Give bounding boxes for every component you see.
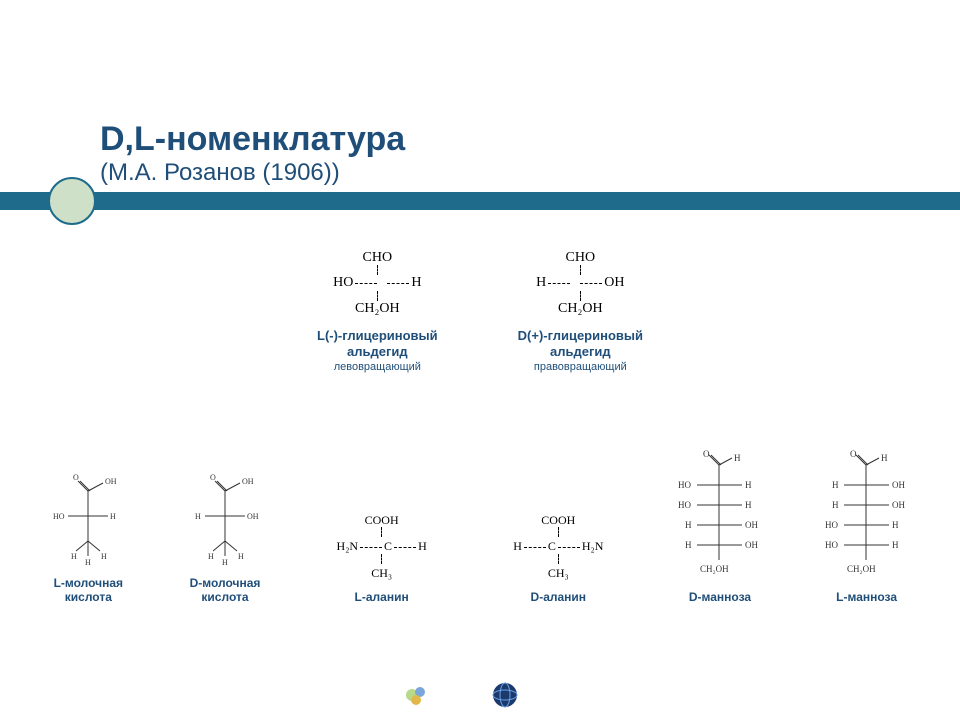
svg-text:O: O [210, 473, 216, 482]
accent-dot [48, 177, 96, 225]
svg-text:H: H [208, 552, 214, 561]
bottom: CH₃ [513, 567, 603, 580]
svg-text:O: O [73, 473, 79, 482]
svg-text:H: H [892, 540, 899, 550]
globe-icon [490, 680, 520, 710]
svg-text:H: H [222, 558, 228, 566]
svg-text:H: H [685, 520, 692, 530]
molecules-row: O OH HO H H H H L-молочнаякислота [0, 450, 960, 604]
svg-text:HO: HO [825, 520, 838, 530]
bottom-group: CH₂OH [558, 301, 603, 316]
svg-text:H: H [195, 512, 201, 521]
svg-text:OH: OH [892, 500, 905, 510]
alanine-structure: COOH H₂N C H CH₃ [337, 514, 427, 580]
svg-text:HO: HO [678, 500, 691, 510]
bond-horizontal [548, 283, 570, 284]
svg-text:H: H [685, 540, 692, 550]
mannose-structure-icon: O H HOH HOH HOH HOH CH₂OH [672, 450, 767, 580]
svg-text:OH: OH [745, 540, 758, 550]
top: COOH [513, 514, 603, 527]
bond-vertical [377, 291, 378, 301]
l-lactic-acid: O OH HO H H H H L-молочнаякислота [33, 471, 143, 605]
slide-title: D,L-номенклатура (М.А. Розанов (1906)) [100, 120, 405, 187]
caption-sub: правовращающий [534, 361, 627, 373]
svg-text:OH: OH [892, 480, 905, 490]
caption: D(+)-глицериновый альдегид [518, 328, 643, 359]
svg-text:H: H [85, 558, 91, 566]
svg-text:HO: HO [678, 480, 691, 490]
svg-text:HO: HO [53, 512, 65, 521]
svg-text:H: H [101, 552, 107, 561]
svg-text:H: H [71, 552, 77, 561]
label: D-молочнаякислота [190, 576, 261, 605]
svg-text:O: O [850, 450, 857, 459]
top: COOH [337, 514, 427, 527]
mid-row: HO H [333, 275, 421, 290]
bond-vertical [580, 265, 581, 275]
bottom-group: CH₂OH [355, 301, 400, 316]
svg-text:H: H [745, 500, 752, 510]
d-lactic-acid: O OH H OH H H H D-молочнаякислота [170, 471, 280, 605]
svg-text:OH: OH [105, 477, 117, 486]
right-sub: OH [604, 275, 624, 290]
svg-text:H: H [110, 512, 116, 521]
lactic-structure-icon: O OH H OH H H H [185, 471, 265, 566]
left-sub: H [536, 275, 546, 290]
svg-text:H: H [832, 480, 839, 490]
svg-text:OH: OH [745, 520, 758, 530]
title-sub: (М.А. Розанов (1906)) [100, 159, 405, 187]
mannose-structure-icon: O H HOH HOH HOH HOH CH₂OH [819, 450, 914, 580]
svg-text:H: H [832, 500, 839, 510]
left-sub: HO [333, 275, 353, 290]
footer-icons [400, 680, 520, 710]
bond-vertical [580, 291, 581, 301]
caption: L(-)-глицериновый альдегид [317, 328, 438, 359]
l-glyceraldehyde: CHO HO H CH₂OH L(-)-глицериновый альдеги… [317, 250, 438, 373]
bond-horizontal [355, 283, 377, 284]
title-main: D,L-номенклатура [100, 120, 405, 159]
svg-text:H: H [892, 520, 899, 530]
top-group: CHO [566, 250, 596, 265]
svg-text:CH₂OH: CH₂OH [847, 564, 876, 574]
top-group: CHO [363, 250, 393, 265]
svg-text:H: H [745, 480, 752, 490]
alanine-structure: COOH H C H₂N CH₃ [513, 514, 603, 580]
label: D-аланин [531, 590, 587, 604]
svg-text:CH₂OH: CH₂OH [700, 564, 729, 574]
caption-sub: левовращающий [334, 361, 421, 373]
label: L-манноза [836, 590, 897, 604]
svg-text:OH: OH [247, 512, 259, 521]
svg-text:O: O [703, 450, 710, 459]
bond-horizontal [387, 283, 409, 284]
svg-text:H: H [881, 453, 888, 463]
right-sub: H [411, 275, 421, 290]
label: L-аланин [355, 590, 409, 604]
svg-text:HO: HO [825, 540, 838, 550]
protein-icon [400, 680, 430, 710]
d-glyceraldehyde: CHO H OH CH₂OH D(+)-глицериновый альдеги… [518, 250, 643, 373]
glyceraldehyde-row: CHO HO H CH₂OH L(-)-глицериновый альдеги… [0, 250, 960, 373]
mid-row: H OH [536, 275, 624, 290]
label: D-манноза [689, 590, 751, 604]
d-alanine: COOH H C H₂N CH₃ D-аланин [483, 514, 633, 604]
svg-text:OH: OH [242, 477, 254, 486]
svg-text:H: H [238, 552, 244, 561]
fischer-structure: CHO HO H CH₂OH [333, 250, 421, 316]
bond-vertical [377, 265, 378, 275]
bond-horizontal [580, 283, 602, 284]
svg-text:H: H [734, 453, 741, 463]
accent-bar [0, 192, 960, 210]
bottom: CH₃ [337, 567, 427, 580]
l-alanine: COOH H₂N C H CH₃ L-аланин [307, 514, 457, 604]
lactic-structure-icon: O OH HO H H H H [48, 471, 128, 566]
d-mannose: O H HOH HOH HOH HOH CH₂OH D-манноза [660, 450, 780, 604]
label: L-молочнаякислота [54, 576, 123, 605]
fischer-structure: CHO H OH CH₂OH [536, 250, 624, 316]
l-mannose: O H HOH HOH HOH HOH CH₂OH L-манноза [807, 450, 927, 604]
